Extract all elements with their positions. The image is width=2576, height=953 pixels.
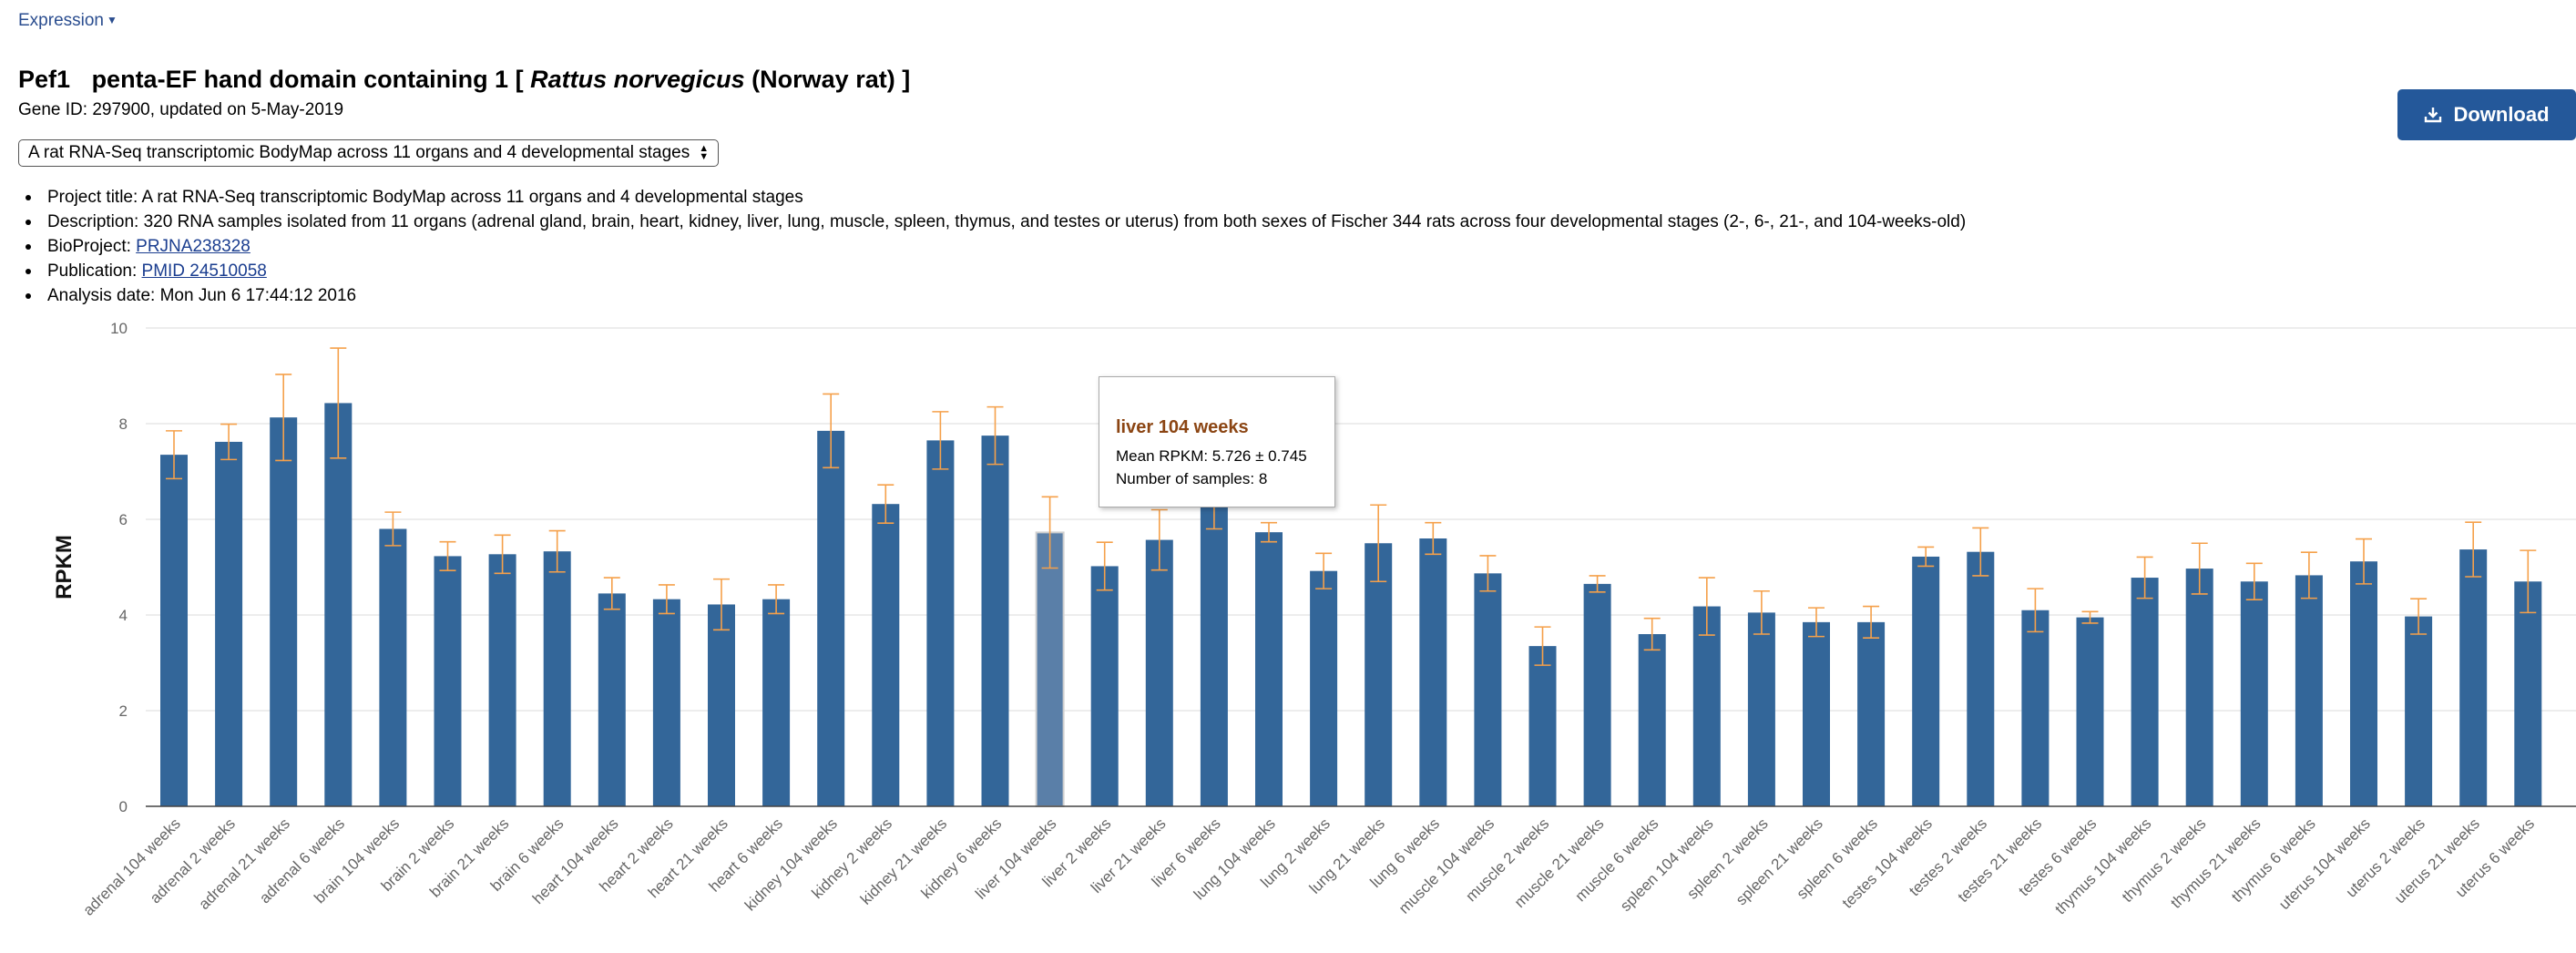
project-info-list: Project title: A rat RNA-Seq transcripto… [25, 185, 1967, 308]
bar [1145, 539, 1173, 806]
y-tick-label: 6 [119, 511, 128, 528]
bar [1310, 570, 1338, 806]
tooltip-mean: Mean RPKM: 5.726 ± 0.745 [1116, 447, 1307, 465]
chart-tooltip: liver 104 weeks Mean RPKM: 5.726 ± 0.745… [1099, 376, 1335, 507]
y-axis-title: RPKM [52, 535, 77, 599]
caret-down-icon: ▼ [107, 14, 118, 26]
bar [598, 593, 626, 806]
select-arrows-icon: ▲ ▼ [699, 143, 710, 162]
y-tick-label: 10 [110, 320, 128, 337]
species-name: Rattus norvegicus [530, 66, 745, 93]
download-button[interactable]: Download [2397, 89, 2576, 140]
bar [1803, 621, 1830, 806]
bar [543, 551, 571, 806]
info-analysis-date: Analysis date: Mon Jun 6 17:44:12 2016 [25, 283, 1966, 308]
info-bioproject: BioProject: PRJNA238328 [25, 234, 1966, 259]
bar [488, 554, 516, 806]
bar [2131, 578, 2159, 806]
y-tick-label: 8 [119, 415, 128, 433]
bar [2295, 575, 2323, 806]
bar [1419, 538, 1447, 806]
bar [2514, 581, 2542, 806]
x-tick-label: adrenal 21 weeks [195, 815, 293, 913]
bar [1200, 505, 1228, 806]
info-value: 320 RNA samples isolated from 11 organs … [143, 212, 1967, 231]
bar [1365, 543, 1393, 806]
bar [2459, 549, 2488, 806]
expression-menu[interactable]: Expression ▼ [18, 11, 118, 31]
bar [2076, 617, 2104, 806]
bar [1035, 531, 1065, 807]
page-title: Pef1 penta-EF hand domain containing 1 [… [18, 66, 910, 94]
project-select[interactable]: A rat RNA-Seq transcriptomic BodyMap acr… [18, 139, 720, 167]
x-tick-label: adrenal 104 weeks [79, 815, 183, 918]
info-value: A rat RNA-Seq transcriptomic BodyMap acr… [141, 188, 803, 207]
gene-symbol: Pef1 [18, 66, 71, 93]
title-prefix: penta-EF hand domain containing 1 [ [91, 66, 524, 93]
x-tick-label: kidney 104 weeks [741, 815, 841, 914]
tooltip-title: liver 104 weeks [1116, 417, 1249, 437]
bar [652, 599, 680, 806]
bar [981, 436, 1009, 806]
bar [324, 403, 353, 806]
bioproject-link[interactable]: PRJNA238328 [136, 237, 250, 256]
bar [1528, 646, 1557, 806]
tooltip-samples: Number of samples: 8 [1116, 470, 1268, 487]
x-tick-label: uterus 104 weeks [2275, 815, 2374, 913]
bar [762, 599, 791, 806]
bar [708, 604, 735, 806]
bar [817, 430, 845, 806]
info-label: Publication: [47, 261, 138, 281]
publication-link[interactable]: PMID 24510058 [141, 261, 267, 281]
bar [1583, 583, 1611, 806]
bar [215, 441, 243, 806]
project-select-value: A rat RNA-Seq transcriptomic BodyMap acr… [28, 143, 690, 162]
info-label: Description: [47, 212, 139, 231]
info-value: Mon Jun 6 17:44:12 2016 [159, 286, 357, 305]
expression-menu-label[interactable]: Expression [18, 11, 104, 30]
x-tick-label: spleen 104 weeks [1617, 815, 1717, 915]
bar [2021, 610, 2050, 806]
info-project-title: Project title: A rat RNA-Seq transcripto… [25, 185, 1966, 210]
bar [1638, 634, 1666, 806]
bar [926, 440, 955, 806]
bar [1857, 621, 1886, 806]
info-label: Project title: [47, 188, 138, 207]
bar [2240, 581, 2268, 806]
info-publication: Publication: PMID 24510058 [25, 259, 1966, 283]
bar [160, 455, 188, 806]
bar [2350, 561, 2377, 806]
bar [1747, 612, 1775, 806]
bar [2405, 616, 2433, 806]
y-tick-label: 4 [119, 607, 128, 624]
bar [270, 417, 298, 806]
bar [1912, 556, 1940, 806]
bar [872, 504, 900, 806]
bar [1474, 573, 1502, 806]
y-tick-label: 2 [119, 702, 128, 720]
info-label: Analysis date: [47, 286, 156, 305]
bar [379, 528, 407, 806]
info-label: BioProject: [47, 237, 131, 256]
x-tick-label: muscle 104 weeks [1395, 815, 1498, 917]
download-label: Download [2453, 103, 2550, 126]
bar [2185, 569, 2213, 806]
title-suffix: (Norway rat) ] [751, 66, 911, 93]
bar [1967, 551, 1995, 806]
bar [1090, 566, 1119, 806]
gene-id-line: Gene ID: 297900, updated on 5-May-2019 [18, 100, 344, 119]
info-description: Description: 320 RNA samples isolated fr… [25, 210, 1967, 234]
download-icon [2425, 108, 2442, 123]
bar [1692, 606, 1721, 806]
x-tick-label: thymus 104 weeks [2051, 815, 2154, 917]
bar [434, 556, 462, 806]
y-tick-label: 0 [119, 798, 128, 815]
bar [1255, 532, 1283, 806]
